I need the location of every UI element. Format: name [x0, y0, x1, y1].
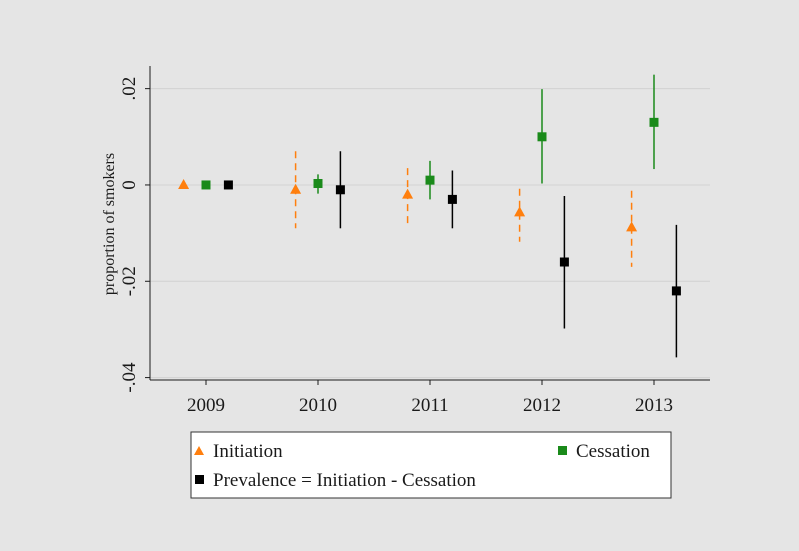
y-tick-label-3: .02 — [119, 77, 140, 101]
x-tick-label-2: 2011 — [411, 395, 448, 416]
cessation-point-2012 — [537, 132, 547, 142]
initiation-point-2011 — [402, 188, 414, 199]
legend-label-initiation: Initiation — [213, 441, 283, 462]
initiation-point-2009 — [178, 178, 190, 189]
prevalence-point-2009 — [223, 180, 233, 190]
legend-initiation-triangle-icon — [194, 446, 204, 455]
prevalence-point-2010 — [335, 185, 345, 195]
prevalence-point-2011 — [447, 194, 457, 204]
x-tick-label-0: 2009 — [187, 395, 225, 416]
y-tick-label-2: 0 — [119, 180, 140, 190]
legend-label-cessation: Cessation — [576, 441, 650, 462]
legend-frame — [190, 431, 672, 499]
plot-area: -.04 -.02 0 .02 2009 2010 2011 2012 2013 proporti… — [101, 66, 710, 416]
x-tick-label-4: 2013 — [635, 395, 673, 416]
y-tick-label-1: -.02 — [119, 266, 140, 296]
initiation-point-2010 — [290, 183, 302, 194]
y-axis-title: proportion of smokers — [101, 153, 118, 295]
y-tick-label-0: -.04 — [119, 362, 140, 393]
cessation-point-2009 — [201, 180, 211, 190]
x-tick-label-1: 2010 — [299, 395, 337, 416]
prevalence-point-2012 — [559, 257, 569, 267]
legend-prevalence-square-icon — [195, 475, 204, 484]
initiation-point-2012 — [514, 206, 526, 217]
cessation-point-2010 — [313, 179, 323, 189]
legend-cessation-square-icon — [558, 446, 567, 455]
initiation-point-2013 — [626, 221, 638, 232]
cessation-point-2013 — [649, 117, 659, 127]
x-tick-label-3: 2012 — [523, 395, 561, 416]
legend: Initiation Cessation Prevalence = Initia… — [190, 431, 672, 499]
legend-label-prevalence: Prevalence = Initiation - Cessation — [213, 470, 476, 491]
prevalence-point-2013 — [671, 286, 681, 296]
cessation-point-2011 — [425, 175, 435, 185]
